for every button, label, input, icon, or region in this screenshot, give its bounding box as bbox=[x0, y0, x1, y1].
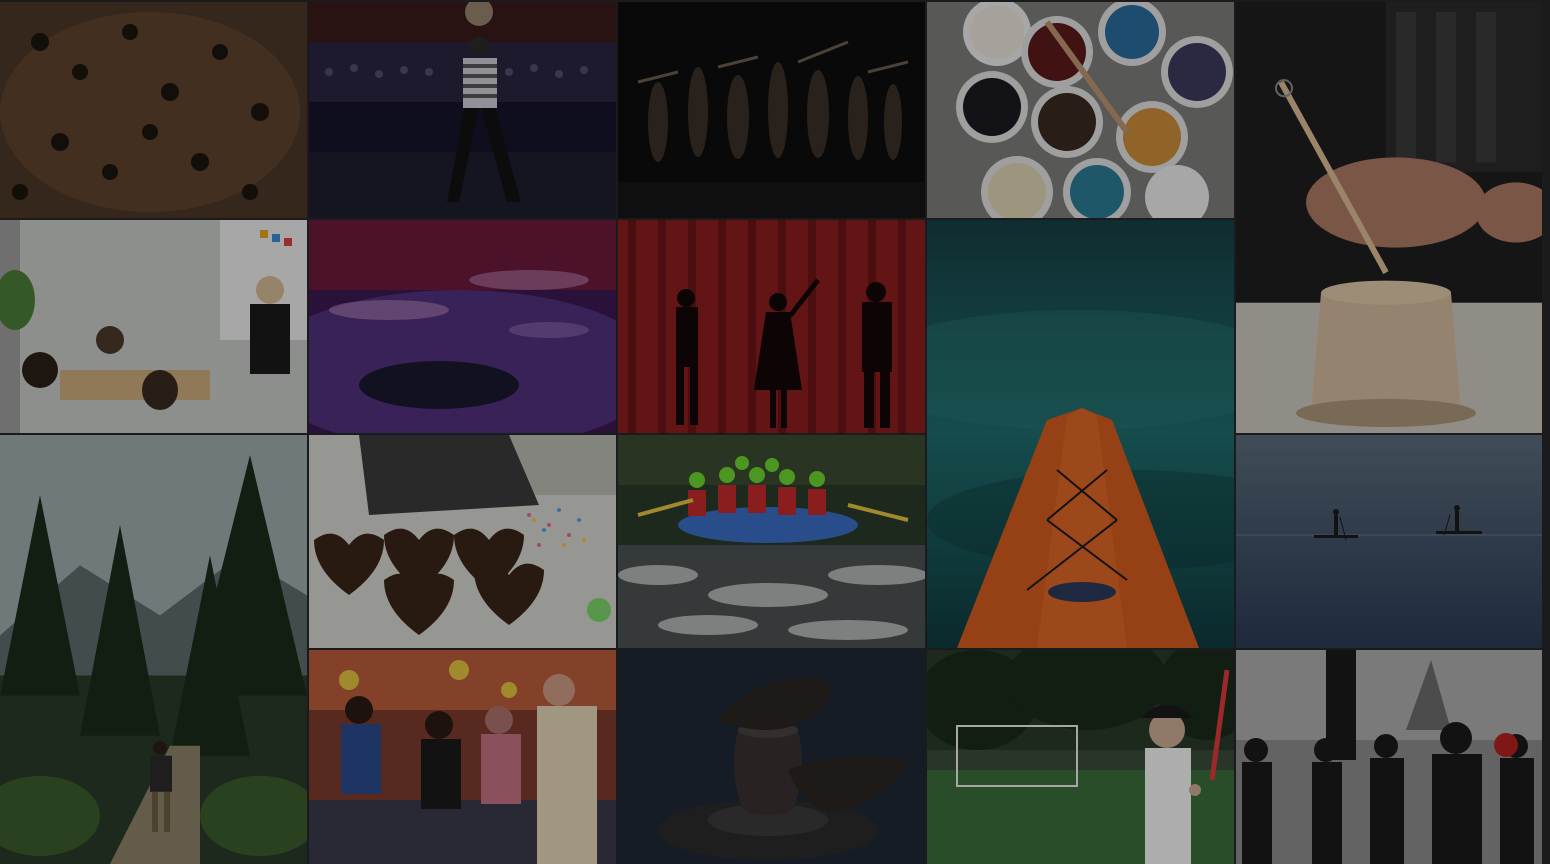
photo-street-march bbox=[1236, 650, 1542, 864]
photo-forest-hike bbox=[0, 435, 307, 864]
photo-classroom bbox=[0, 220, 307, 433]
photo-floor-dance bbox=[309, 220, 616, 433]
photo-kayak-bow bbox=[927, 220, 1234, 648]
photo-dance-troupe bbox=[618, 2, 925, 218]
photo-festival-crafts bbox=[309, 650, 616, 864]
photo-paddle-boarding bbox=[1236, 435, 1542, 648]
photo-paint-buckets bbox=[927, 2, 1234, 218]
photo-stage-performer bbox=[309, 2, 616, 218]
photo-tennis-player bbox=[927, 650, 1234, 864]
photo-pottery-carving bbox=[1236, 2, 1542, 433]
photo-theatre-silhouettes bbox=[618, 220, 925, 433]
photo-white-water-rafting bbox=[618, 435, 925, 648]
photo-cookie-decorating bbox=[309, 435, 616, 648]
photo-crowd-dancing bbox=[0, 2, 307, 218]
photo-potter-wheel bbox=[618, 650, 925, 864]
